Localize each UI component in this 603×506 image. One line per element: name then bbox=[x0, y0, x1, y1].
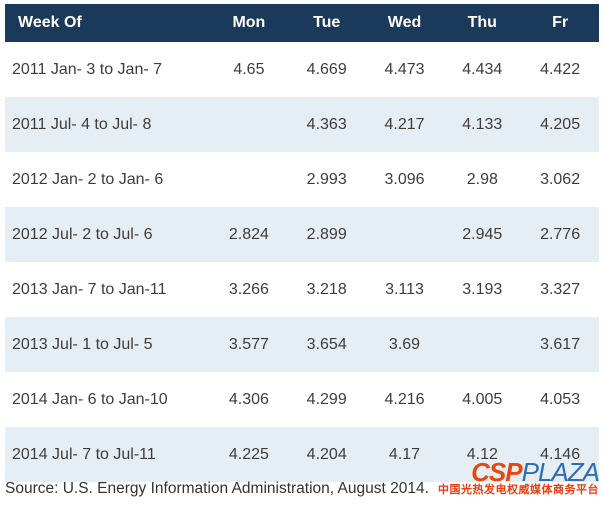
cell-fr: 4.146 bbox=[540, 445, 581, 463]
cell-wed bbox=[366, 207, 444, 262]
source-attribution: Source: U.S. Energy Information Administ… bbox=[5, 480, 429, 497]
table-row: 2011 Jan- 3 to Jan- 7 4.65 4.669 4.473 4… bbox=[5, 42, 599, 97]
cell-week: 2012 Jul- 2 to Jul- 6 bbox=[12, 225, 153, 243]
cspplaza-tagline: 中国光热发电权威媒体商务平台 bbox=[438, 484, 599, 496]
cell-tue: 4.363 bbox=[306, 115, 347, 133]
table-row: 2013 Jan- 7 to Jan-11 3.266 3.218 3.113 … bbox=[5, 262, 599, 317]
cell-thu: 4.005 bbox=[462, 390, 503, 408]
cell-thu: 4.133 bbox=[462, 115, 503, 133]
cell-fr: 4.205 bbox=[540, 115, 581, 133]
weekly-data-table-wrap: Week Of Mon Tue Wed Thu Fr 2011 Jan- 3 t… bbox=[5, 4, 599, 482]
col-header-week-of: Week Of bbox=[5, 4, 210, 42]
table-row: 2011 Jul- 4 to Jul- 8 4.363 4.217 4.133 … bbox=[5, 97, 599, 152]
cspplaza-watermark: CSPPLAZA 中国光热发电权威媒体商务平台 bbox=[438, 459, 600, 496]
col-header-mon: Mon bbox=[210, 4, 288, 42]
table-row: 2014 Jul- 7 to Jul-11 4.225 4.204 4.17 4… bbox=[5, 427, 599, 482]
cell-tue: 2.899 bbox=[306, 225, 347, 243]
cell-fr: 4.422 bbox=[540, 60, 581, 78]
cspplaza-logo: CSPPLAZA bbox=[438, 459, 600, 485]
cell-wed: 3.113 bbox=[385, 280, 424, 298]
cell-mon bbox=[210, 152, 288, 207]
cell-fr: 3.327 bbox=[540, 280, 581, 298]
col-header-wed: Wed bbox=[365, 4, 444, 42]
cell-mon: 2.824 bbox=[228, 225, 269, 243]
weekly-data-table: Week Of Mon Tue Wed Thu Fr 2011 Jan- 3 t… bbox=[5, 4, 599, 482]
col-header-tue: Tue bbox=[287, 4, 366, 42]
cell-week: 2011 Jul- 4 to Jul- 8 bbox=[12, 115, 152, 133]
cell-tue: 3.654 bbox=[306, 335, 347, 353]
cell-thu: 4.434 bbox=[462, 60, 503, 78]
col-header-thu: Thu bbox=[443, 4, 522, 42]
header-row: Week Of Mon Tue Wed Thu Fr bbox=[5, 4, 599, 42]
cell-mon: 4.65 bbox=[233, 60, 265, 78]
cell-thu: 4.12 bbox=[466, 445, 498, 463]
table-row: 2014 Jan- 6 to Jan-10 4.306 4.299 4.216 … bbox=[5, 372, 599, 427]
cell-mon: 3.577 bbox=[228, 335, 269, 353]
cell-week: 2011 Jan- 3 to Jan- 7 bbox=[12, 60, 163, 78]
table-row: 2012 Jan- 2 to Jan- 6 2.993 3.096 2.98 3… bbox=[5, 152, 599, 207]
cell-tue: 4.204 bbox=[306, 445, 347, 463]
cell-tue: 3.218 bbox=[306, 280, 347, 298]
cell-mon bbox=[210, 97, 288, 152]
cell-week: 2013 Jul- 1 to Jul- 5 bbox=[12, 335, 153, 353]
col-header-fr: Fr bbox=[521, 4, 599, 42]
cell-wed: 4.473 bbox=[384, 60, 425, 78]
table-row: 2013 Jul- 1 to Jul- 5 3.577 3.654 3.69 3… bbox=[5, 317, 599, 372]
cell-tue: 2.993 bbox=[306, 170, 347, 188]
cell-mon: 4.306 bbox=[228, 390, 269, 408]
cell-wed: 4.17 bbox=[388, 445, 421, 463]
table-row: 2012 Jul- 2 to Jul- 6 2.824 2.899 2.945 … bbox=[5, 207, 599, 262]
cell-mon: 4.225 bbox=[228, 445, 269, 463]
cell-thu: 2.945 bbox=[462, 225, 503, 243]
cell-week: 2014 Jul- 7 to Jul-11 bbox=[12, 445, 156, 463]
cell-thu: 3.193 bbox=[462, 280, 503, 298]
cell-wed: 3.096 bbox=[384, 170, 425, 188]
cell-wed: 4.216 bbox=[384, 390, 425, 408]
cell-week: 2014 Jan- 6 to Jan-10 bbox=[12, 390, 168, 408]
cell-week: 2012 Jan- 2 to Jan- 6 bbox=[12, 170, 164, 188]
cell-thu bbox=[443, 317, 521, 372]
logo-plaza-text: PLAZA bbox=[521, 456, 600, 487]
logo-csp-text: CSP bbox=[471, 456, 522, 487]
cell-fr: 3.617 bbox=[540, 335, 581, 353]
cell-wed: 3.69 bbox=[388, 335, 421, 353]
cell-wed: 4.217 bbox=[384, 115, 425, 133]
cell-tue: 4.299 bbox=[306, 390, 347, 408]
cell-thu: 2.98 bbox=[466, 170, 498, 188]
cell-fr: 4.053 bbox=[540, 390, 581, 408]
cell-fr: 3.062 bbox=[540, 170, 581, 188]
cell-tue: 4.669 bbox=[306, 60, 347, 78]
cell-mon: 3.266 bbox=[228, 280, 269, 298]
cell-fr: 2.776 bbox=[540, 225, 581, 243]
cell-week: 2013 Jan- 7 to Jan-11 bbox=[12, 280, 167, 298]
